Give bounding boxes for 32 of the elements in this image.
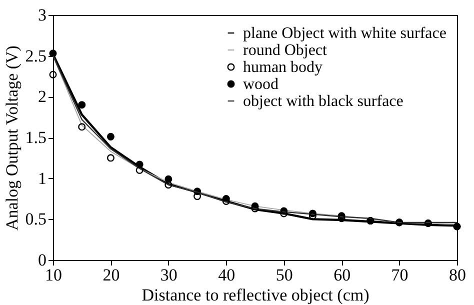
x-tick-label: 60	[334, 266, 351, 284]
x-axis-title: Distance to reflective object (cm)	[142, 286, 370, 304]
point	[136, 166, 144, 174]
x-tick-label: 30	[160, 266, 178, 284]
point	[106, 154, 114, 162]
y-tick-label: 2.5	[25, 46, 46, 66]
point	[338, 214, 346, 222]
point	[194, 192, 202, 200]
x-tick-label: 10	[45, 266, 62, 284]
legend-label: round Object	[243, 42, 328, 59]
legend-label: plane Object with white surface	[243, 25, 446, 42]
legend-label: wood	[243, 76, 279, 93]
y-tick-label: 3	[38, 6, 46, 24]
x-tick-label: 70	[391, 266, 408, 284]
x-tick-label: 80	[449, 266, 466, 284]
y-tick-label: 0.5	[25, 210, 46, 229]
y-tick-label: 2	[38, 87, 46, 106]
point	[78, 123, 86, 131]
y-tick-label: 0	[38, 250, 46, 270]
legend-label: human body	[243, 59, 323, 76]
y-tick-label: 1.5	[25, 128, 46, 147]
point	[49, 50, 57, 58]
legend-label: object with black surface	[243, 93, 404, 110]
x-tick-label: 40	[218, 266, 236, 284]
y-tick-label: 1	[38, 168, 46, 188]
point	[106, 132, 114, 140]
point	[164, 181, 172, 189]
point	[78, 101, 86, 109]
x-tick-label: 20	[102, 266, 120, 284]
y-axis-title: Analog Output Voltage (V)	[2, 46, 22, 230]
point	[49, 70, 57, 78]
x-tick-label: 50	[276, 266, 293, 284]
